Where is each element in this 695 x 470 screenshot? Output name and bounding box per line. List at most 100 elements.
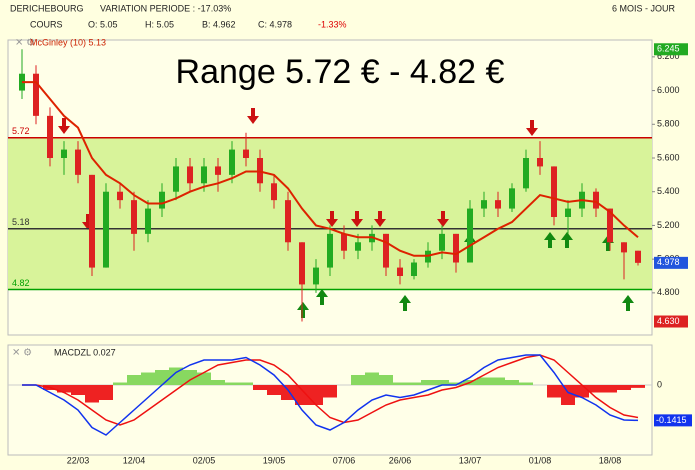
histogram-bar (561, 385, 575, 405)
candle-body (383, 233, 389, 268)
candle-body (201, 166, 207, 184)
macd-marker-label: -0.1415 (656, 415, 687, 425)
candle-body (509, 188, 515, 209)
candle-body (299, 242, 305, 285)
x-tick-label: 02/05 (193, 455, 216, 465)
histogram-bar (491, 377, 505, 385)
x-tick-label: 22/03 (67, 455, 90, 465)
histogram-bar (449, 382, 463, 385)
histogram-bar (225, 382, 239, 385)
histogram-bar (407, 382, 421, 385)
histogram-bar (155, 370, 169, 385)
x-tick-label: 12/04 (123, 455, 146, 465)
candle-body (355, 242, 361, 251)
candle-body (215, 166, 221, 175)
histogram-bar (631, 385, 645, 388)
candle-body (621, 242, 627, 253)
candle-body (173, 166, 179, 192)
candle-body (313, 267, 319, 285)
histogram-bar (365, 372, 379, 385)
histogram-bar (211, 380, 225, 385)
price-marker (654, 43, 688, 56)
histogram-bar (617, 385, 631, 390)
change: -1.33% (318, 19, 347, 29)
histogram-bar (141, 372, 155, 385)
candle-body (635, 250, 641, 263)
histogram-bar (113, 382, 127, 385)
x-tick-label: 13/07 (459, 455, 482, 465)
histogram-bar (183, 370, 197, 385)
level-label: 4.82 (12, 278, 30, 288)
candle-body (117, 191, 123, 201)
candle-body (145, 208, 151, 234)
histogram-bar (393, 382, 407, 385)
histogram-bar (547, 385, 561, 398)
symbol: DERICHEBOURG (10, 3, 84, 13)
level-label: 5.72 (12, 126, 30, 136)
histogram-bar (71, 385, 85, 395)
histogram-bar (589, 385, 603, 393)
candle-body (341, 233, 347, 251)
level-label: 5.18 (12, 217, 30, 227)
candle-body (523, 158, 529, 189)
y-tick-label: 6.200 (657, 51, 680, 61)
macd-marker (654, 414, 692, 427)
candle-body (397, 267, 403, 276)
candle-body (551, 166, 557, 217)
candle-body (33, 73, 39, 116)
open: O: 5.05 (88, 19, 118, 29)
histogram-bar (379, 375, 393, 385)
indicator-label: McGinley (10) 5.13 (30, 37, 106, 47)
histogram-bar (323, 385, 337, 398)
price-marker-label: 4.978 (657, 257, 680, 267)
histogram-bar (351, 375, 365, 385)
price-marker (654, 315, 688, 328)
y-tick-label: 5.400 (657, 186, 680, 196)
candle-body (131, 200, 137, 234)
candle-body (481, 200, 487, 209)
x-tick-label: 18/08 (599, 455, 622, 465)
x-tick-label: 19/05 (263, 455, 286, 465)
y-tick-label: 5.600 (657, 152, 680, 162)
candle-body (537, 158, 543, 167)
candle-body (453, 233, 459, 263)
candle-body (75, 149, 81, 175)
histogram-bar (169, 367, 183, 385)
candle-body (159, 191, 165, 209)
close-icon: ✕ ⚙ (12, 348, 32, 359)
macd-panel (7, 344, 653, 456)
chart-title: Range 5.72 € - 4.82 € (176, 53, 505, 91)
period: 6 MOIS - JOUR (612, 3, 676, 13)
histogram-bar (519, 382, 533, 385)
candle-body (467, 208, 473, 263)
signal-line (22, 354, 639, 426)
cours: COURS (30, 19, 63, 29)
histogram-bar (239, 382, 253, 385)
macd-title: MACDZL 0.027 (54, 347, 116, 357)
macd-line (22, 354, 639, 436)
candle-body (103, 191, 109, 268)
price-marker (654, 256, 688, 269)
candle-body (495, 200, 501, 209)
histogram-bar (295, 385, 309, 405)
y-tick-label: 0 (657, 379, 662, 389)
mcginley-line (22, 81, 639, 257)
candle-body (285, 200, 291, 243)
x-tick-label: 01/08 (529, 455, 552, 465)
y-tick-label: 4.800 (657, 287, 680, 297)
histogram-bar (127, 375, 141, 385)
candle-body (411, 262, 417, 276)
candle-body (271, 183, 277, 201)
candle-body (607, 208, 613, 243)
candle-body (61, 149, 67, 158)
histogram-bar (505, 380, 519, 385)
candle-body (439, 233, 445, 251)
candle-body (229, 149, 235, 175)
candle-body (327, 233, 333, 268)
close-icon: ✕ ⚙ (15, 38, 35, 49)
y-tick-label: 6.000 (657, 85, 680, 95)
candle-body (187, 166, 193, 184)
high: H: 5.05 (145, 19, 174, 29)
